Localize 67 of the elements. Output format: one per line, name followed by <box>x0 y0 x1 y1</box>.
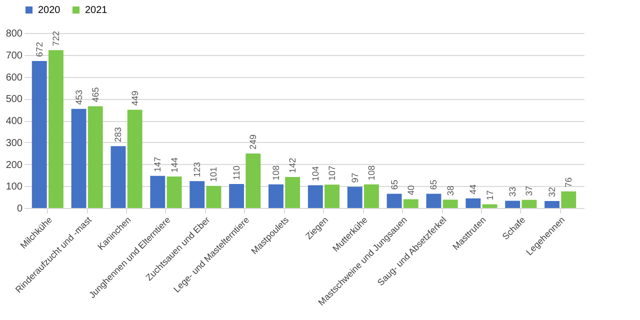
data-label: 449 <box>130 90 140 106</box>
y-tick-label: 700 <box>6 50 23 62</box>
data-label: 101 <box>208 166 219 182</box>
bar <box>403 199 418 208</box>
y-tick-label: 0 <box>16 204 23 214</box>
data-label: 108 <box>366 165 376 180</box>
bar <box>308 185 323 208</box>
y-tick-label: 200 <box>6 160 23 171</box>
bar <box>561 191 576 208</box>
data-label: 108 <box>270 165 281 180</box>
y-tick-label: 600 <box>6 72 23 84</box>
bar <box>190 181 205 208</box>
data-label: 722 <box>50 31 61 46</box>
bar <box>482 204 498 208</box>
data-label: 65 <box>428 180 439 190</box>
data-label: 33 <box>508 186 518 197</box>
data-label: 40 <box>406 185 416 196</box>
bar <box>71 108 86 208</box>
legend-label: 2021 <box>85 5 108 16</box>
data-label: 147 <box>152 156 163 172</box>
data-label: 110 <box>232 166 242 180</box>
bar <box>206 186 222 208</box>
bar <box>166 176 182 208</box>
bar <box>505 200 520 208</box>
y-tick-label: 100 <box>6 182 23 193</box>
bar <box>268 184 284 208</box>
bar <box>324 184 340 208</box>
bar <box>466 198 481 208</box>
bar <box>347 186 362 208</box>
bar <box>110 146 126 208</box>
bar <box>522 200 537 208</box>
bar <box>442 200 458 208</box>
data-label: 38 <box>445 186 456 196</box>
data-label: 672 <box>34 42 44 57</box>
bar <box>150 176 166 208</box>
y-tick-label: 500 <box>6 94 23 106</box>
bar <box>285 176 300 208</box>
bar <box>32 61 47 208</box>
data-label: 465 <box>90 87 100 102</box>
data-label: 142 <box>288 158 298 173</box>
data-label: 249 <box>248 134 258 150</box>
data-label: 453 <box>74 90 84 105</box>
bar <box>544 201 560 208</box>
bar <box>386 194 402 208</box>
data-label: 144 <box>169 157 180 172</box>
data-label: 283 <box>113 127 124 142</box>
data-label: 37 <box>524 186 534 196</box>
bar <box>246 154 261 208</box>
data-label: 17 <box>484 190 495 200</box>
bar <box>88 106 103 208</box>
bar <box>48 50 64 208</box>
y-tick-label: 800 <box>6 28 23 40</box>
y-tick-label: 300 <box>6 138 23 149</box>
data-label: 76 <box>564 177 574 188</box>
legend-label: 2020 <box>38 5 61 16</box>
data-label: 107 <box>327 166 338 181</box>
y-tick-label: 400 <box>6 116 23 127</box>
data-label: 32 <box>547 186 558 197</box>
bar <box>229 184 244 208</box>
data-label: 44 <box>468 184 478 194</box>
bar <box>426 194 442 208</box>
bar <box>364 184 379 208</box>
bar <box>127 110 142 208</box>
data-label: 104 <box>310 166 320 182</box>
data-label: 65 <box>389 180 400 190</box>
data-label: 97 <box>350 172 360 183</box>
data-label: 123 <box>192 162 202 178</box>
